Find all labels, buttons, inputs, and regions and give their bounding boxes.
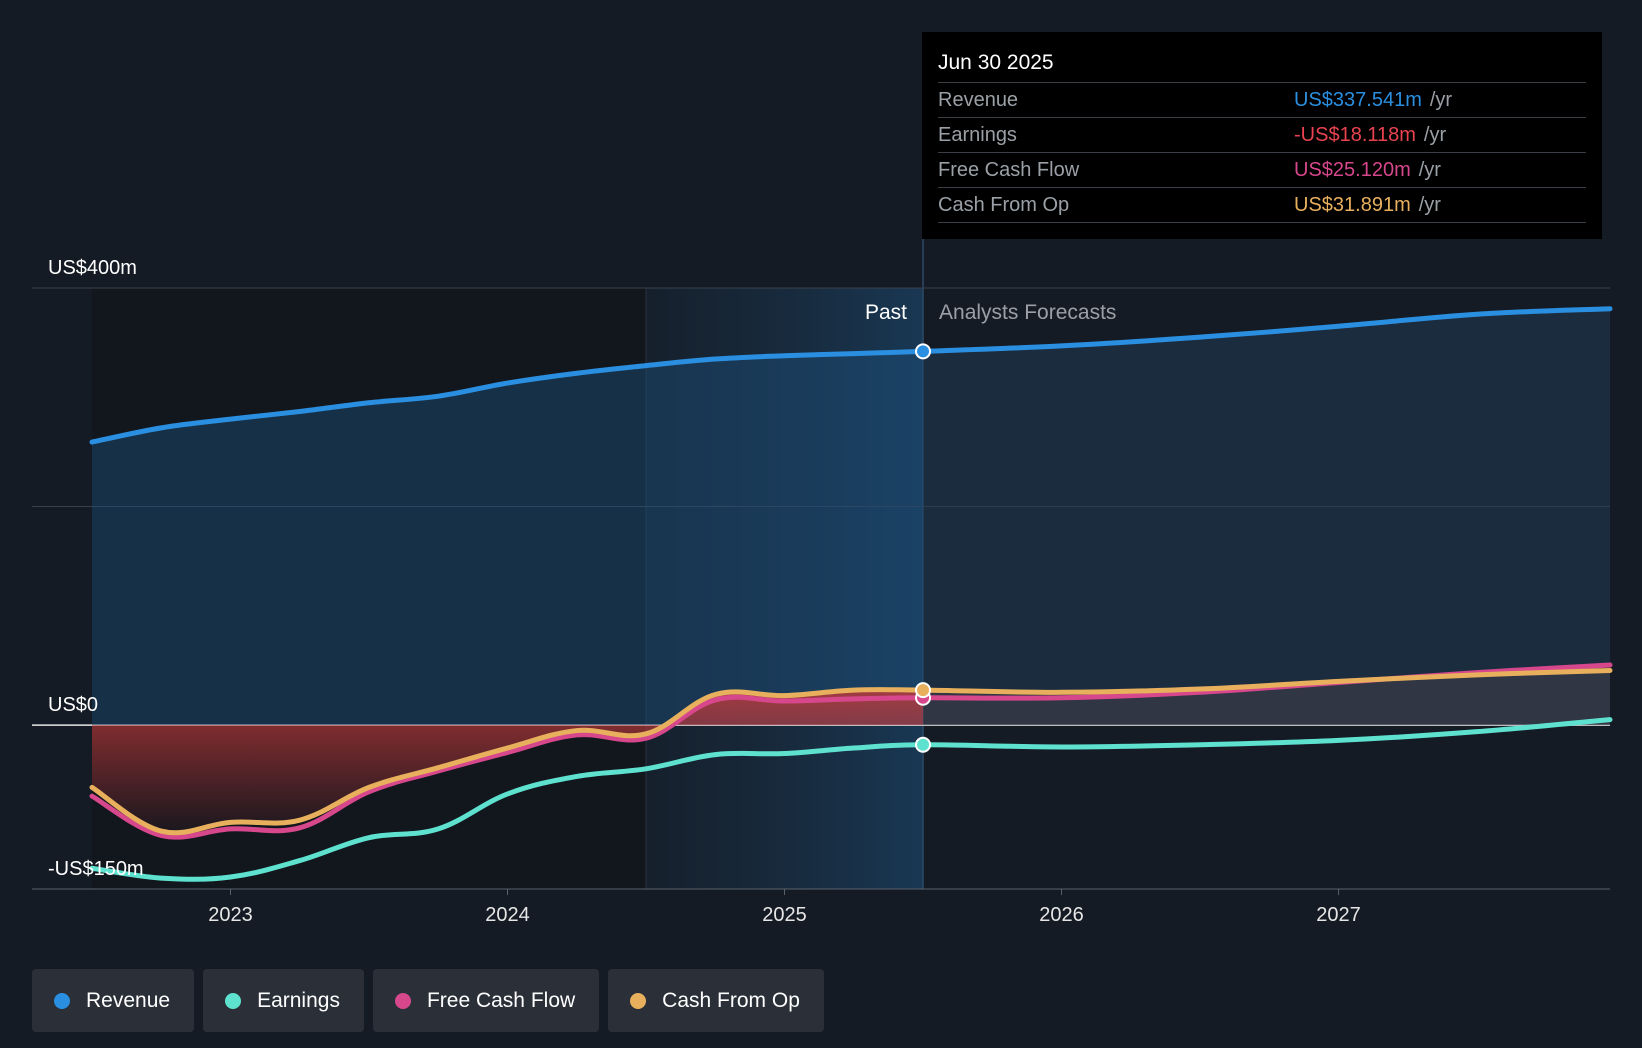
tooltip-row-free-cash-flow: Free Cash Flow US$25.120m /yr <box>938 152 1586 187</box>
tooltip: Jun 30 2025 Revenue US$337.541m /yr Earn… <box>922 32 1602 239</box>
x-tick-label: 2025 <box>762 904 807 926</box>
tooltip-label: Revenue <box>938 88 1019 111</box>
tooltip-value: US$337.541m <box>1294 88 1422 111</box>
tooltip-unit: /yr <box>1429 88 1453 111</box>
x-tick-label: 2026 <box>1039 904 1084 926</box>
tooltip-date: Jun 30 2025 <box>938 51 1054 74</box>
free-cash-flow-dot-icon <box>394 992 411 1009</box>
legend-item-revenue[interactable]: Revenue <box>32 969 195 1032</box>
cash-from-op-dot-icon <box>630 992 647 1009</box>
legend-label: Free Cash Flow <box>426 988 576 1012</box>
tooltip-unit: /yr <box>1423 123 1447 146</box>
y-tick-label: US$400m <box>48 257 137 279</box>
tooltip-unit: /yr <box>1418 193 1441 216</box>
cfo-marker <box>915 682 932 699</box>
earnings-line <box>89 717 1613 882</box>
legend-item-earnings[interactable]: Earnings <box>203 969 364 1032</box>
x-tick-label: 2027 <box>1316 904 1361 926</box>
forecast-label: Analysts Forecasts <box>939 301 1116 324</box>
cash-flow-area-forecast <box>923 670 1610 726</box>
tooltip-value: US$31.891m <box>1294 193 1411 216</box>
revenue-dot-icon <box>54 992 70 1009</box>
revenue-area-forecast <box>923 308 1610 726</box>
tooltip-row-earnings: Earnings -US$18.118m /yr <box>938 117 1586 152</box>
legend-label: Revenue <box>86 988 171 1012</box>
revenue-area-past <box>92 351 924 726</box>
x-tick-label: 2024 <box>485 904 530 926</box>
legend-label: Earnings <box>257 988 340 1012</box>
tooltip-label: Free Cash Flow <box>938 158 1080 181</box>
legend-item-free-cash-flow[interactable]: Free Cash Flow <box>372 969 600 1032</box>
legend-label: Cash From Op <box>662 988 800 1012</box>
revenue-marker <box>915 343 932 360</box>
cash-flow-area-past <box>92 689 924 833</box>
revenue-line <box>89 306 1613 445</box>
tooltip-row-revenue: Revenue US$337.541m /yr <box>938 82 1586 117</box>
y-tick-label: US$0 <box>48 694 98 716</box>
recent-past-highlight <box>646 288 924 889</box>
tooltip-value: US$25.120m <box>1294 158 1411 181</box>
x-tick-label: 2023 <box>208 904 253 926</box>
y-tick-label: -US$150m <box>48 858 144 880</box>
legend: Revenue Earnings Free Cash Flow Cash Fro… <box>32 969 824 1032</box>
legend-item-cash-from-op[interactable]: Cash From Op <box>608 969 824 1032</box>
tooltip-label: Cash From Op <box>938 193 1070 216</box>
cfo-line <box>89 667 1613 836</box>
earnings-dot-icon <box>225 992 242 1009</box>
earnings-marker <box>915 736 932 753</box>
tooltip-value: -US$18.118m <box>1294 123 1416 146</box>
tooltip-unit: /yr <box>1418 158 1441 181</box>
tooltip-label: Earnings <box>938 123 1017 146</box>
past-label: Past <box>865 301 907 324</box>
tooltip-row-cash-from-op: Cash From Op US$31.891m /yr <box>938 187 1586 223</box>
